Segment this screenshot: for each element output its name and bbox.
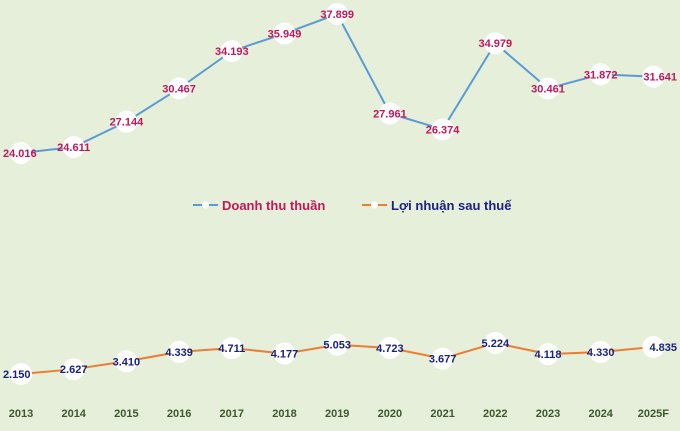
data-point-marker — [62, 358, 85, 381]
data-label: 4.835 — [649, 342, 677, 354]
data-point-marker — [431, 118, 454, 141]
data-point-marker — [168, 77, 191, 100]
legend: Doanh thu thuần Lợi nhuận sau thuế — [193, 198, 512, 213]
data-label: 35.949 — [268, 29, 302, 41]
x-tick-label: 2024 — [588, 408, 613, 420]
data-label: 4.177 — [271, 349, 299, 361]
series-revenue: 24.016 24.611 27.144 30.467 34.193 35.949 37.8… — [3, 3, 677, 164]
x-tick-label: 2016 — [167, 408, 191, 420]
data-point-marker — [220, 337, 243, 360]
legend-marker-profit — [371, 201, 378, 209]
data-label: 27.961 — [373, 109, 407, 121]
data-point-marker — [10, 363, 32, 385]
x-tick-label: 2020 — [378, 408, 402, 420]
data-point-marker — [220, 40, 243, 63]
data-point-marker — [273, 342, 296, 365]
data-label: 5.224 — [482, 338, 510, 350]
x-tick-label: 2018 — [272, 408, 296, 420]
data-point-marker — [115, 350, 138, 373]
data-label: 4.118 — [535, 349, 562, 361]
x-tick-label: 2013 — [9, 408, 33, 420]
data-point-marker — [326, 3, 349, 25]
data-point-marker — [642, 65, 665, 88]
legend-label-revenue: Doanh thu thuần — [222, 198, 325, 213]
data-label: 4.339 — [165, 347, 193, 359]
data-point-marker — [484, 32, 507, 55]
data-point-marker — [168, 340, 191, 363]
data-label: 34.193 — [215, 46, 249, 58]
data-point-marker — [589, 63, 612, 86]
data-label: 27.144 — [110, 117, 145, 129]
data-point-marker — [10, 142, 32, 164]
data-point-marker — [642, 335, 665, 358]
data-label: 4.723 — [376, 343, 404, 355]
legend-marker-revenue — [202, 201, 209, 209]
data-point-marker — [62, 136, 85, 159]
data-label: 31.872 — [584, 69, 618, 81]
data-label: 2.150 — [3, 369, 31, 381]
data-label: 2.627 — [60, 364, 88, 376]
data-label: 31.641 — [643, 72, 677, 84]
data-point-marker — [431, 347, 454, 370]
data-label: 34.979 — [478, 38, 512, 50]
x-axis: 2013 2014 2015 2016 2017 2018 2019 2020 2021 2022… — [9, 408, 670, 420]
data-point-marker — [589, 341, 612, 364]
data-label: 30.461 — [531, 83, 565, 95]
x-tick-label: 2014 — [61, 408, 86, 420]
x-tick-label: 2025F — [638, 408, 669, 420]
data-point-marker — [273, 22, 296, 45]
data-point-marker — [484, 332, 507, 354]
data-label: 5.053 — [323, 340, 351, 352]
data-label: 4.711 — [218, 343, 245, 355]
x-tick-label: 2015 — [114, 408, 138, 420]
data-point-marker — [537, 343, 559, 366]
x-tick-label: 2017 — [220, 408, 244, 420]
data-label: 26.374 — [426, 124, 461, 136]
legend-item-revenue: Doanh thu thuần — [193, 198, 325, 213]
x-tick-label: 2022 — [483, 408, 507, 420]
x-tick-label: 2021 — [430, 408, 454, 420]
data-point-marker — [537, 77, 559, 100]
data-label: 4.330 — [587, 347, 615, 359]
x-tick-label: 2023 — [536, 408, 560, 420]
data-label: 30.467 — [162, 83, 196, 95]
series-profit: 2.150 2.627 3.410 4.339 4.711 4.177 5.053 4.723… — [3, 332, 677, 385]
data-label: 37.899 — [320, 9, 354, 21]
data-label: 24.611 — [57, 142, 90, 154]
data-point-marker — [378, 102, 401, 125]
legend-item-profit: Lợi nhuận sau thuế — [362, 198, 512, 213]
legend-label-profit: Lợi nhuận sau thuế — [391, 198, 512, 213]
data-point-marker — [378, 337, 401, 360]
data-point-marker — [115, 110, 138, 133]
data-label: 3.677 — [429, 354, 457, 366]
data-label: 3.410 — [113, 356, 141, 368]
x-tick-label: 2019 — [325, 408, 349, 420]
data-label: 24.016 — [3, 148, 37, 160]
data-point-marker — [326, 333, 349, 356]
